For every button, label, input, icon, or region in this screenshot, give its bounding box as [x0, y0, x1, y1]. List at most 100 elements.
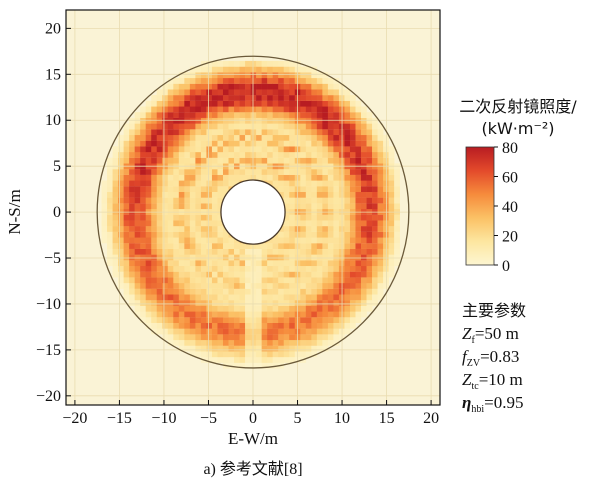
- heatmap-cell: [234, 317, 240, 323]
- heatmap-cell: [206, 328, 213, 335]
- heatmap-cell: [366, 288, 373, 295]
- heatmap-cell: [173, 322, 180, 329]
- heatmap-cell: [272, 283, 279, 289]
- heatmap-cell: [333, 277, 340, 284]
- param-item: Zf=50 m: [462, 324, 519, 346]
- heatmap-cell: [129, 140, 135, 147]
- heatmap-cell: [256, 129, 262, 136]
- heatmap-cell: [311, 72, 318, 79]
- heatmap-cell: [267, 311, 273, 318]
- heatmap-cell: [129, 226, 135, 232]
- heatmap-cell: [283, 140, 290, 147]
- heatmap-cell: [305, 146, 312, 153]
- heatmap-cell: [366, 214, 373, 221]
- heatmap-cell: [333, 226, 340, 232]
- heatmap-cell: [261, 294, 268, 301]
- heatmap-cell: [162, 191, 169, 198]
- heatmap-cell: [217, 357, 224, 363]
- heatmap-cell: [272, 117, 279, 124]
- heatmap-cell: [200, 169, 207, 175]
- heatmap-cell: [283, 89, 290, 96]
- heatmap-cell: [211, 277, 218, 284]
- heatmap-cell: [267, 60, 273, 67]
- heatmap-cell: [278, 117, 285, 124]
- heatmap-cell: [267, 140, 273, 147]
- heatmap-cell: [206, 134, 213, 141]
- heatmap-cell: [162, 322, 169, 329]
- heatmap-cell: [361, 305, 367, 312]
- heatmap-cell: [178, 248, 185, 255]
- heatmap-cell: [200, 288, 207, 295]
- heatmap-cell: [278, 339, 285, 346]
- heatmap-cell: [300, 106, 307, 113]
- heatmap-cell: [327, 95, 334, 101]
- heatmap-cell: [289, 123, 296, 130]
- heatmap-cell: [316, 226, 323, 232]
- heatmap-cell: [272, 271, 279, 278]
- heatmap-cell: [250, 305, 257, 312]
- heatmap-cell: [333, 271, 340, 278]
- heatmap-cell: [156, 203, 163, 210]
- heatmap-cell: [222, 351, 229, 358]
- heatmap-cell: [234, 100, 240, 107]
- heatmap-cell: [333, 203, 340, 210]
- heatmap-cell: [278, 152, 285, 158]
- heatmap-cell: [162, 117, 169, 124]
- heatmap-cell: [245, 152, 251, 158]
- heatmap-cell: [311, 294, 318, 301]
- heatmap-cell: [211, 260, 218, 267]
- heatmap-cell: [322, 180, 329, 187]
- heatmap-cell: [162, 305, 169, 312]
- heatmap-cell: [311, 100, 318, 107]
- heatmap-cell: [355, 203, 362, 210]
- heatmap-cell: [372, 152, 378, 158]
- heatmap-cell: [245, 254, 251, 261]
- heatmap-cell: [118, 197, 124, 204]
- heatmap-cell: [250, 60, 257, 67]
- heatmap-cell: [327, 83, 334, 90]
- heatmap-cell: [222, 328, 229, 335]
- heatmap-cell: [189, 83, 196, 90]
- heatmap-cell: [173, 311, 180, 318]
- heatmap-cell: [267, 95, 273, 101]
- heatmap-cell: [167, 328, 174, 335]
- heatmap-cell: [167, 191, 174, 198]
- heatmap-cell: [311, 197, 318, 204]
- heatmap-cell: [366, 243, 373, 249]
- heatmap-cell: [250, 260, 257, 267]
- heatmap-cell: [178, 134, 185, 141]
- heatmap-cell: [134, 288, 141, 295]
- heatmap-cell: [189, 328, 196, 335]
- heatmap-cell: [129, 294, 135, 301]
- heatmap-cell: [349, 317, 356, 323]
- outer-field-circle: [96, 55, 410, 369]
- heatmap-cell: [311, 117, 318, 124]
- heatmap-cell: [134, 140, 141, 147]
- heatmap-cell: [134, 300, 141, 306]
- heatmap-cell: [189, 237, 196, 244]
- heatmap-cell: [222, 305, 229, 312]
- heatmap-cell: [283, 123, 290, 130]
- heatmap-cell: [217, 123, 224, 130]
- heatmap-cell: [283, 288, 290, 295]
- heatmap-cell: [311, 83, 318, 90]
- heatmap-cell: [349, 117, 356, 124]
- heatmap-cell: [344, 180, 351, 187]
- heatmap-cell: [178, 140, 185, 147]
- heatmap-cell: [311, 123, 318, 130]
- heatmap-cell: [145, 191, 152, 198]
- heatmap-cell: [162, 197, 169, 204]
- heatmap-cell: [123, 157, 130, 164]
- heatmap-cell: [305, 174, 312, 181]
- heatmap-cell: [184, 123, 191, 130]
- heatmap-cell: [162, 123, 169, 130]
- heatmap-cell: [327, 220, 334, 227]
- heatmap-cell: [272, 157, 279, 164]
- heatmap-cell: [311, 322, 318, 329]
- heatmap-cell: [228, 60, 235, 67]
- heatmap-cell: [211, 100, 218, 107]
- heatmap-cell: [289, 186, 296, 192]
- heatmap-cell: [195, 317, 202, 323]
- heatmap-cell: [322, 283, 329, 289]
- heatmap-cell: [300, 271, 307, 278]
